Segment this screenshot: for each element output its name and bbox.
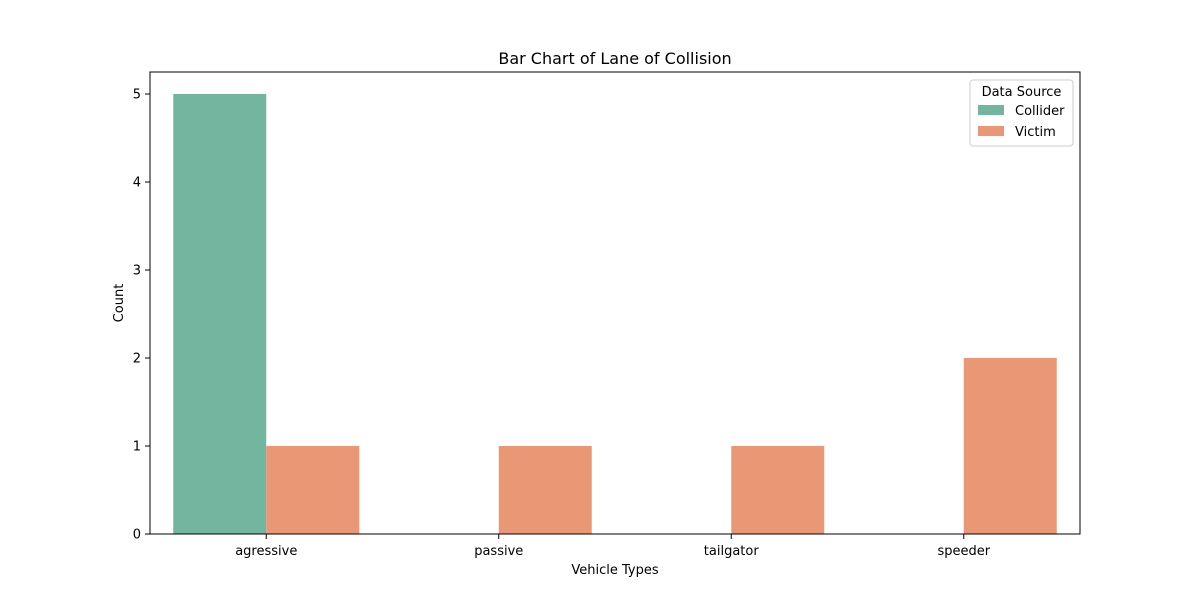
x-tick-label-passive: passive (474, 544, 523, 559)
y-tick-label: 3 (133, 264, 141, 279)
legend-title: Data Source (982, 85, 1062, 100)
bar-victim-passive (498, 446, 592, 534)
bar-victim-tailgator (731, 446, 825, 534)
legend-label-victim: Victim (1015, 125, 1056, 140)
y-tick-label: 1 (133, 440, 141, 455)
y-tick-label: 4 (133, 176, 141, 191)
y-tick-label: 2 (133, 352, 141, 367)
legend: Data Source Collider Victim (969, 79, 1074, 147)
x-tick-label-tailgator: tailgator (704, 544, 760, 559)
y-tick-label: 0 (133, 528, 141, 543)
x-axis-label: Vehicle Types (571, 563, 658, 578)
x-tick-label-speeder: speeder (937, 544, 990, 559)
bars-layer (173, 94, 1057, 534)
plot-frame (149, 71, 1081, 535)
y-axis-label: Count (112, 284, 127, 323)
x-tick-label-agressive: agressive (235, 544, 297, 559)
y-axis: 0 1 2 3 4 5 (133, 88, 150, 543)
legend-swatch-victim (978, 126, 1004, 136)
bar-victim-speeder (963, 358, 1057, 534)
y-tick-label: 5 (133, 88, 141, 103)
legend-entries: Collider Victim (978, 104, 1065, 140)
chart-title: Bar Chart of Lane of Collision (498, 49, 731, 68)
bar-victim-agressive (266, 446, 360, 534)
legend-label-collider: Collider (1015, 104, 1065, 119)
bar-collider-agressive (173, 94, 267, 534)
legend-swatch-collider (978, 105, 1004, 115)
x-axis: agressive passive tailgator speeder (235, 534, 991, 559)
